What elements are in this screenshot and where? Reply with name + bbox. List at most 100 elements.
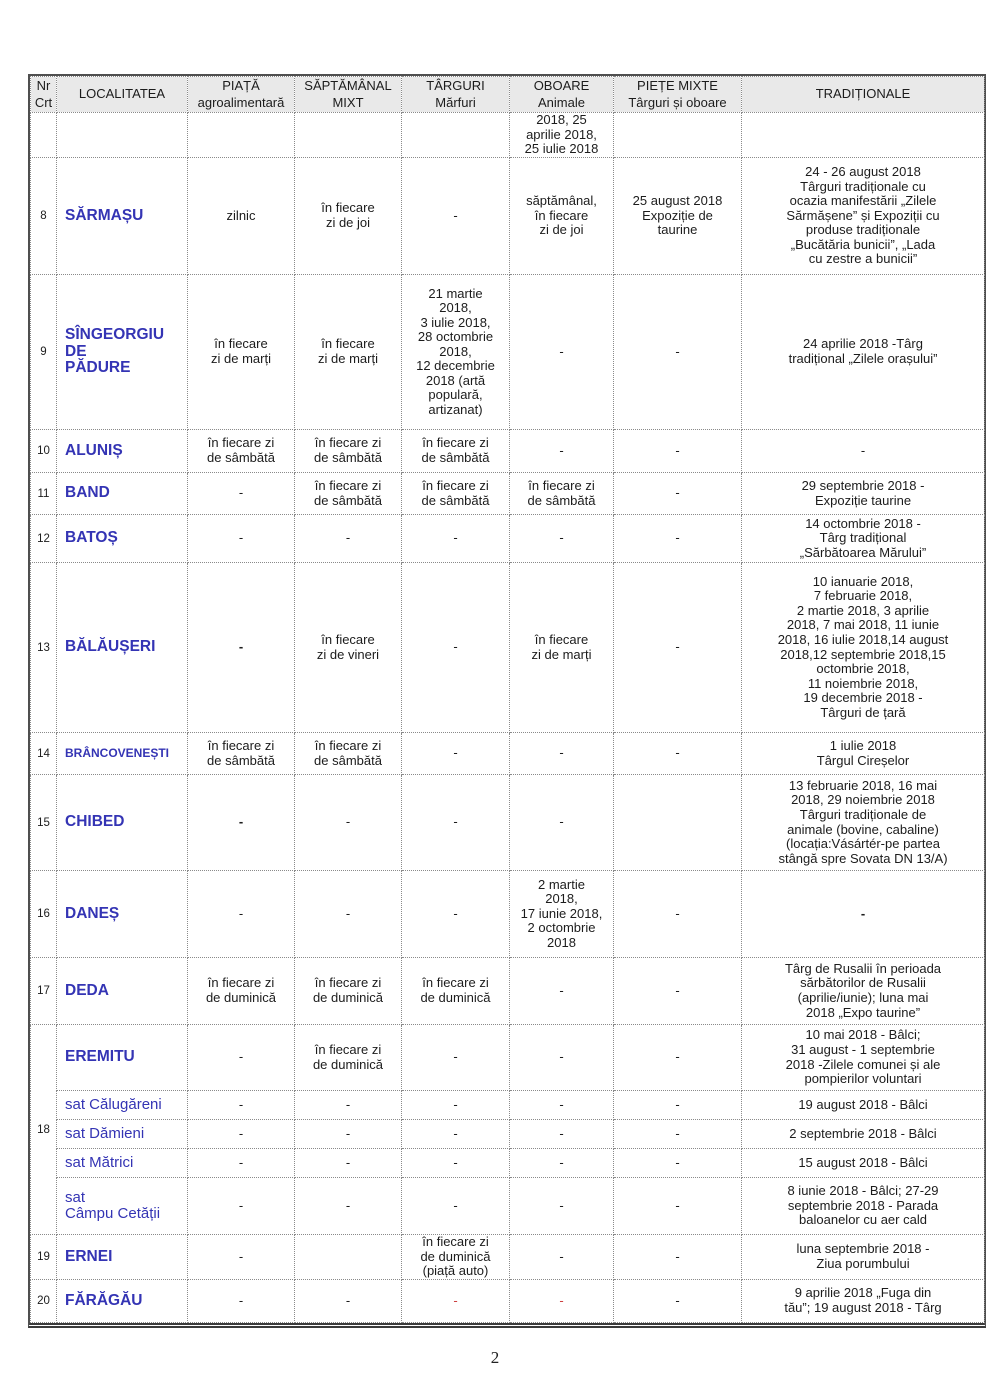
cell-piata: în fiecare zi de sâmbătă (187, 732, 295, 775)
cell-saptamanal: - (294, 1119, 402, 1149)
cell-traditionale: 9 aprilie 2018 „Fuga din tău”; 19 august… (741, 1279, 985, 1323)
column-header-saptamanal: SĂPTĂMÂNAL MIXT (294, 76, 402, 113)
cell-targuri: - (401, 1119, 510, 1149)
row-number-cell: 20 (30, 1279, 57, 1323)
cell-piete (613, 774, 742, 871)
cell-traditionale: luna septembrie 2018 - Ziua porumbului (741, 1234, 985, 1280)
locality-cell: CHIBED (56, 774, 188, 871)
cell-oboare: - (509, 514, 614, 563)
locality-cell: SÎNGEORGIU DE PĂDURE (56, 274, 188, 430)
row-number-cell: 19 (30, 1234, 57, 1280)
cell-piete: - (613, 957, 742, 1025)
table-row: 17 DEDA în fiecare zi de duminică în fiecar… (30, 957, 985, 1025)
row-number-cell: 9 (30, 274, 57, 430)
cell-targuri: - (401, 774, 510, 871)
cell-piete: - (613, 1279, 742, 1323)
cell-targuri (401, 112, 510, 158)
cell-piata: - (187, 774, 295, 871)
cell-saptamanal (294, 112, 402, 158)
cell-saptamanal: în fiecare zi de marți (294, 274, 402, 430)
locality-cell: ALUNIȘ (56, 429, 188, 473)
cell-oboare: în fiecare zi de marți (509, 562, 614, 733)
cell-piata: - (187, 514, 295, 563)
cell-piata: - (187, 1090, 295, 1120)
locality-cell: sat Mătrici (56, 1148, 188, 1178)
cell-traditionale (741, 112, 985, 158)
cell-piete: 25 august 2018 Expoziție de taurine (613, 157, 742, 275)
cell-piete: - (613, 429, 742, 473)
cell-targuri: - (401, 1024, 510, 1091)
table-row: 11 BAND - în fiecare zi de sâmbătă în fiecar… (30, 472, 985, 515)
cell-piete: - (613, 1234, 742, 1280)
cell-targuri: - (401, 1279, 510, 1323)
cell-oboare: - (509, 1119, 614, 1149)
locality-cell: BĂLĂUȘERI (56, 562, 188, 733)
table-row: 14 BRÂNCOVENEȘTI în fiecare zi de sâmbătă î… (30, 732, 985, 775)
cell-targuri: în fiecare zi de duminică (401, 957, 510, 1025)
markets-table-wrap: Nr Crt LOCALITATEA PIAȚĂ agroalimentară SĂP… (28, 74, 986, 1328)
cell-targuri: 21 martie 2018, 3 iulie 2018, 28 octombr… (401, 274, 510, 430)
cell-traditionale: 10 mai 2018 - Bâlci; 31 august - 1 septe… (741, 1024, 985, 1091)
cell-piata: în fiecare zi de sâmbătă (187, 429, 295, 473)
cell-traditionale: - (741, 429, 985, 473)
cell-oboare: - (509, 429, 614, 473)
locality-cell: SĂRMAȘU (56, 157, 188, 275)
column-header-localitatea: LOCALITATEA (56, 76, 188, 113)
header-row: Nr Crt LOCALITATEA PIAȚĂ agroalimentară SĂP… (30, 76, 985, 113)
cell-saptamanal: - (294, 1148, 402, 1178)
table-row: sat Călugăreni - - - - -19 august 2018 - Bâlc… (31, 1090, 985, 1120)
cell-saptamanal: - (294, 1177, 402, 1235)
column-header-targuri: TÂRGURI Mărfuri (401, 76, 510, 113)
cell-piete: - (613, 870, 742, 958)
cell-traditionale: 10 ianuarie 2018, 7 februarie 2018, 2 ma… (741, 562, 985, 733)
locality-cell: EREMITU (56, 1024, 188, 1091)
cell-oboare: - (509, 1279, 614, 1323)
cell-saptamanal: - (294, 870, 402, 958)
cell-targuri: - (401, 870, 510, 958)
cell-traditionale: 1 iulie 2018 Târgul Cireșelor (741, 732, 985, 775)
cell-traditionale: Târg de Rusalii în perioada sărbătorilor… (741, 957, 985, 1025)
page-number: 2 (490, 1348, 500, 1367)
cell-piata: în fiecare zi de marți (187, 274, 295, 430)
cell-saptamanal: - (294, 1279, 402, 1323)
cell-traditionale: 24 aprilie 2018 -Târg tradițional „Zilel… (741, 274, 985, 430)
table-row: sat Dămieni - - - - -2 septembrie 2018 - Bâlc… (31, 1119, 985, 1149)
cell-piata: - (187, 1234, 295, 1280)
cell-piete: - (613, 1148, 742, 1178)
locality-cell: sat Câmpu Cetății (56, 1177, 188, 1235)
cell-oboare: - (509, 1024, 614, 1091)
cell-oboare: - (509, 732, 614, 775)
cell-oboare: - (509, 1177, 614, 1235)
table-row: 20 FĂRĂGĂU - - - - -9 aprilie 2018 „Fuga din t… (30, 1279, 985, 1323)
table-row: 18 EREMITU - în fiecare zi de duminică - - -10… (30, 1024, 985, 1235)
cell-piata: - (187, 870, 295, 958)
cell-piata: - (187, 1148, 295, 1178)
column-header-oboare: OBOARE Animale (509, 76, 614, 113)
table-row: sat Câmpu Cetății - - - - -8 iunie 2018 - Bâl… (31, 1177, 985, 1235)
locality-cell: BAND (56, 472, 188, 515)
cell-targuri: - (401, 514, 510, 563)
locality-cell: sat Dămieni (56, 1119, 188, 1149)
cell-targuri: - (401, 562, 510, 733)
cell-saptamanal: în fiecare zi de sâmbătă (294, 732, 402, 775)
cell-piata: - (187, 1177, 295, 1235)
locality-cell: BATOȘ (56, 514, 188, 563)
cell-saptamanal: în fiecare zi de vineri (294, 562, 402, 733)
locality-cell: BRÂNCOVENEȘTI (56, 732, 188, 775)
cell-piete: - (613, 732, 742, 775)
row-number-cell: 14 (30, 732, 57, 775)
cell-oboare: - (509, 1090, 614, 1120)
cell-traditionale: 15 august 2018 - Bâlci (741, 1148, 985, 1178)
row-number-cell: 17 (30, 957, 57, 1025)
cell-piata: zilnic (187, 157, 295, 275)
cell-piata: - (187, 1279, 295, 1323)
cell-saptamanal: - (294, 514, 402, 563)
row-number-cell: 11 (30, 472, 57, 515)
locality-cell: FĂRĂGĂU (56, 1279, 188, 1323)
cell-oboare: - (509, 1234, 614, 1280)
cell-oboare: - (509, 1148, 614, 1178)
row-number-cell: 18 (30, 1024, 57, 1235)
cell-saptamanal: în fiecare zi de duminică (294, 1024, 402, 1091)
table-row: 15 CHIBED - - - -13 februarie 2018, 16 mai 20… (30, 774, 985, 871)
row-number-cell: 13 (30, 562, 57, 733)
